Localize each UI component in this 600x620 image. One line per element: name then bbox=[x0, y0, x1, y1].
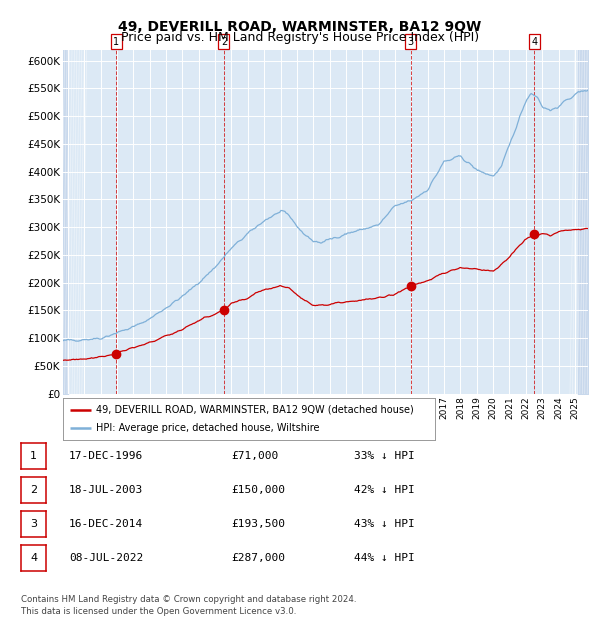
Text: 1: 1 bbox=[30, 451, 37, 461]
Text: 49, DEVERILL ROAD, WARMINSTER, BA12 9QW: 49, DEVERILL ROAD, WARMINSTER, BA12 9QW bbox=[118, 20, 482, 34]
Text: £71,000: £71,000 bbox=[231, 451, 278, 461]
Text: 33% ↓ HPI: 33% ↓ HPI bbox=[354, 451, 415, 461]
Text: HPI: Average price, detached house, Wiltshire: HPI: Average price, detached house, Wilt… bbox=[97, 423, 320, 433]
Text: 2: 2 bbox=[30, 485, 37, 495]
Text: 17-DEC-1996: 17-DEC-1996 bbox=[69, 451, 143, 461]
Text: 3: 3 bbox=[30, 519, 37, 529]
Text: 43% ↓ HPI: 43% ↓ HPI bbox=[354, 519, 415, 529]
Text: 42% ↓ HPI: 42% ↓ HPI bbox=[354, 485, 415, 495]
Text: 3: 3 bbox=[407, 37, 414, 47]
Text: 44% ↓ HPI: 44% ↓ HPI bbox=[354, 553, 415, 563]
Text: 4: 4 bbox=[531, 37, 538, 47]
Text: £193,500: £193,500 bbox=[231, 519, 285, 529]
Text: Contains HM Land Registry data © Crown copyright and database right 2024.
This d: Contains HM Land Registry data © Crown c… bbox=[21, 595, 356, 616]
Text: 16-DEC-2014: 16-DEC-2014 bbox=[69, 519, 143, 529]
Text: Price paid vs. HM Land Registry's House Price Index (HPI): Price paid vs. HM Land Registry's House … bbox=[121, 31, 479, 44]
Text: 4: 4 bbox=[30, 553, 37, 563]
Text: 08-JUL-2022: 08-JUL-2022 bbox=[69, 553, 143, 563]
Text: 49, DEVERILL ROAD, WARMINSTER, BA12 9QW (detached house): 49, DEVERILL ROAD, WARMINSTER, BA12 9QW … bbox=[97, 405, 414, 415]
Text: £150,000: £150,000 bbox=[231, 485, 285, 495]
Text: 18-JUL-2003: 18-JUL-2003 bbox=[69, 485, 143, 495]
Text: 2: 2 bbox=[221, 37, 227, 47]
Text: 1: 1 bbox=[113, 37, 119, 47]
Text: £287,000: £287,000 bbox=[231, 553, 285, 563]
